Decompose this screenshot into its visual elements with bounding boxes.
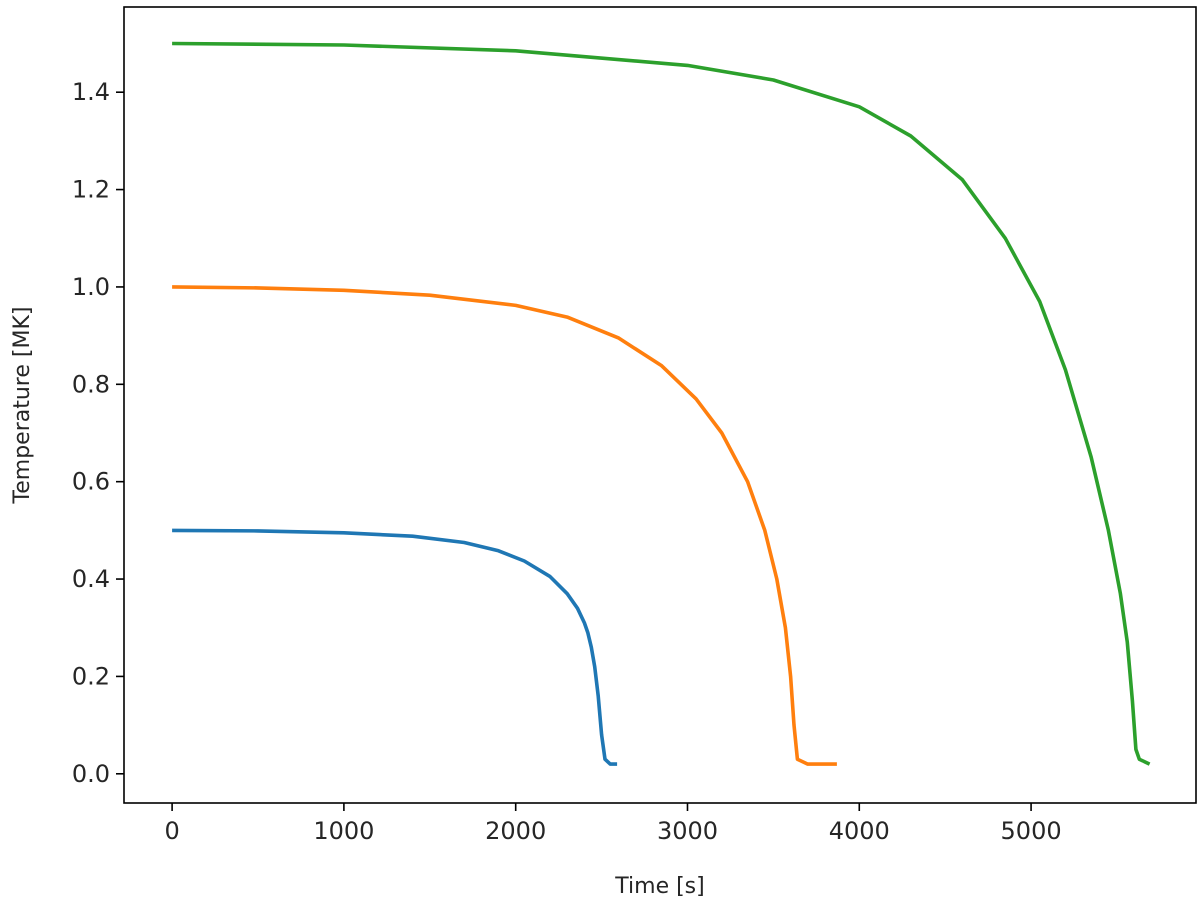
y-tick-label: 0.0 xyxy=(72,760,110,788)
x-axis-ticks: 0 1000 2000 3000 4000 5000 xyxy=(164,803,1062,845)
x-tick-label: 5000 xyxy=(1001,817,1062,845)
y-tick-label: 0.6 xyxy=(72,468,110,496)
series-line-3 xyxy=(172,41,1151,766)
x-tick-label: 4000 xyxy=(829,817,890,845)
y-tick-label: 0.8 xyxy=(72,370,110,398)
y-axis-label: Temperature [MK] xyxy=(10,307,35,505)
x-tick-label: 3000 xyxy=(657,817,718,845)
x-axis-label: Time [s] xyxy=(614,874,704,899)
x-tick-label: 0 xyxy=(164,817,179,845)
x-tick-label: 1000 xyxy=(313,817,374,845)
series-layer xyxy=(172,41,1151,766)
y-tick-label: 0.4 xyxy=(72,565,110,593)
x-tick-label: 2000 xyxy=(485,817,546,845)
series-line-2 xyxy=(172,285,837,766)
y-tick-label: 1.2 xyxy=(72,176,110,204)
y-axis-ticks: 0.0 0.2 0.4 0.6 0.8 1.0 1.2 1.4 xyxy=(72,78,124,788)
y-tick-label: 0.2 xyxy=(72,662,110,690)
plot-area-frame xyxy=(123,6,1197,804)
series-line-1 xyxy=(172,528,618,766)
y-tick-label: 1.0 xyxy=(72,273,110,301)
y-tick-label: 1.4 xyxy=(72,78,110,106)
